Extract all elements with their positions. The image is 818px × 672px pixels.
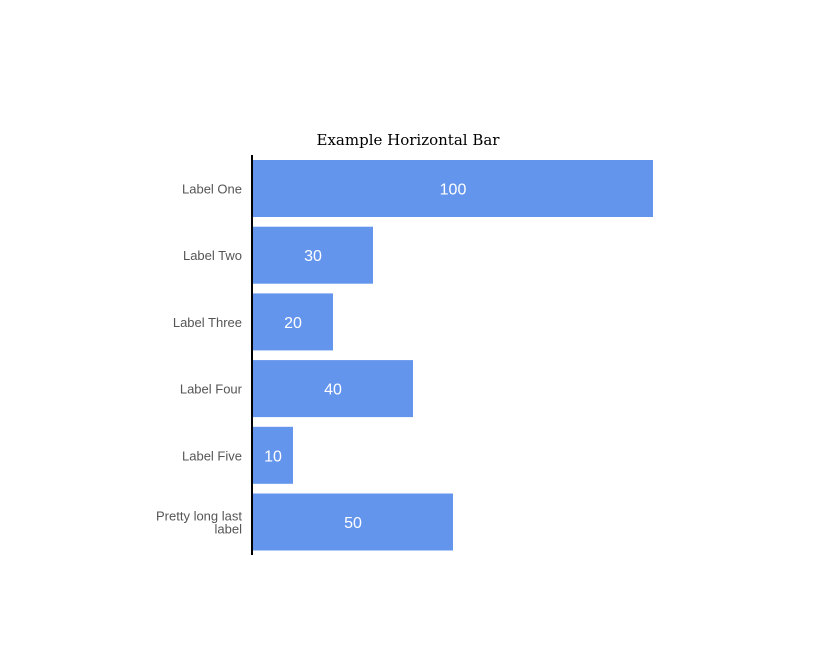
category-label: Pretty long last label	[156, 509, 242, 537]
bar-6	[253, 493, 453, 551]
category-label: Label Five	[182, 448, 242, 463]
bar-5	[253, 426, 293, 484]
bars-group: 100 30 20 40 10 50	[253, 160, 653, 551]
bar-value-label: 10	[264, 448, 282, 465]
bar-value-label: 40	[324, 382, 342, 399]
bar-3	[253, 293, 333, 351]
category-labels-group: Label One Label Two Label Three Label Four L…	[156, 182, 243, 537]
chart-title: Example Horizontal Bar	[317, 131, 501, 149]
category-label: Label Three	[173, 315, 242, 330]
bar-4	[253, 360, 413, 418]
bar-value-label: 20	[284, 315, 302, 332]
bar-value-label: 30	[304, 248, 322, 265]
bar-value-label: 100	[440, 182, 467, 199]
category-label: Label One	[182, 182, 242, 197]
bar-1	[253, 160, 653, 217]
category-label: Label Four	[180, 382, 243, 397]
bar-2	[253, 226, 373, 284]
category-label: Label Two	[183, 248, 242, 263]
bar-value-label: 50	[344, 515, 362, 532]
